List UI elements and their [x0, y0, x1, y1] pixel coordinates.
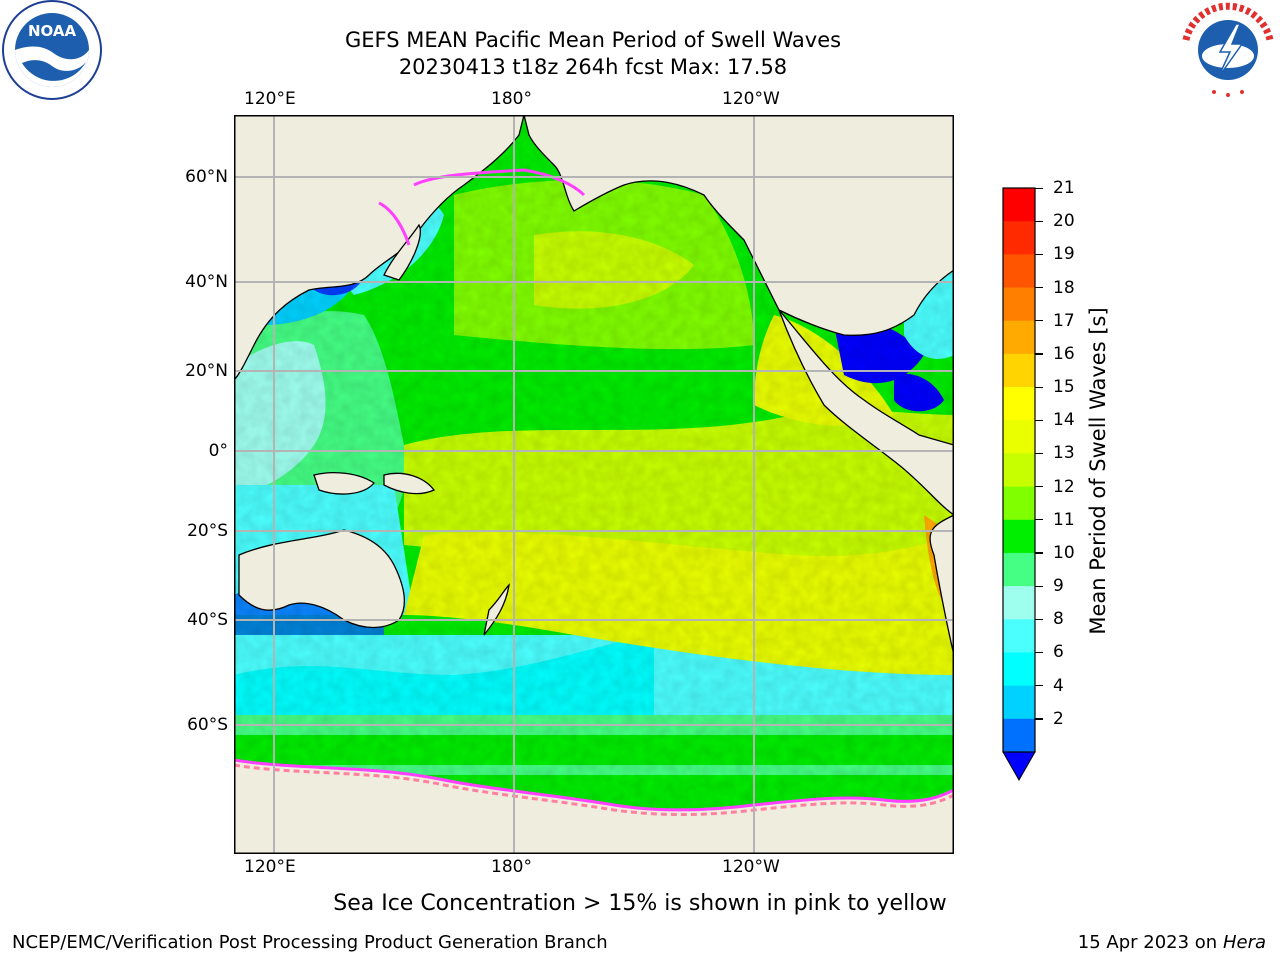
- colorbar-tick-mark: [1035, 220, 1043, 222]
- lat-label-20n: 20°N: [185, 361, 228, 381]
- colorbar-tick-label: 10: [1053, 542, 1075, 563]
- colorbar-tick-label: 19: [1053, 244, 1075, 265]
- colorbar-tick-mark: [1035, 519, 1043, 521]
- colorbar-tick-label: 9: [1053, 576, 1064, 597]
- noaa-logo-text: NOAA: [28, 22, 77, 40]
- colorbar-tick-label: 13: [1053, 443, 1075, 464]
- colorbar-tick-mark: [1035, 287, 1043, 289]
- noaa-logo: NOAA: [2, 0, 102, 100]
- sea-ice-caption: Sea Ice Concentration > 15% is shown in …: [333, 891, 947, 916]
- colorbar-tick-mark: [1035, 718, 1043, 720]
- colorbar-tick-mark: [1035, 651, 1043, 654]
- colorbar-tick-mark: [1035, 253, 1043, 256]
- colorbar-tick-label: 16: [1053, 343, 1075, 364]
- colorbar-block: [1003, 619, 1035, 653]
- colorbar-block: [1003, 188, 1035, 222]
- colorbar-block: [1003, 453, 1035, 488]
- colorbar-tick-mark: [1035, 386, 1043, 388]
- colorbar-block: [1003, 586, 1035, 620]
- colorbar-tick-label: 12: [1053, 476, 1075, 497]
- graticule: [234, 115, 954, 854]
- colorbar-tick-mark: [1035, 320, 1043, 322]
- lat-label-60n: 60°N: [185, 167, 228, 187]
- top-lon-label-120e: 120°E: [244, 89, 296, 109]
- colorbar-tick-mark: [1035, 552, 1043, 554]
- colorbar-tick-label: 8: [1053, 609, 1064, 630]
- bottom-lon-label-180: 180°: [491, 857, 532, 877]
- colorbar-tick-label: 18: [1053, 277, 1075, 298]
- nws-logo: [1180, 2, 1276, 98]
- colorbar-tick-label: 14: [1053, 410, 1075, 431]
- colorbar-tick-mark: [1035, 486, 1043, 488]
- colorbar-block: [1003, 685, 1035, 720]
- top-lon-label-120w: 120°W: [722, 89, 780, 109]
- lat-label-0: 0°: [208, 441, 228, 461]
- colorbar-tick-label: 17: [1053, 310, 1075, 331]
- colorbar-block: [1003, 420, 1035, 454]
- colorbar-under-arrow: [1002, 751, 1036, 782]
- colorbar-block: [1003, 486, 1035, 521]
- colorbar-tick-mark: [1035, 685, 1043, 687]
- colorbar-tick-mark: [1035, 187, 1043, 189]
- footer-credit: NCEP/EMC/Verification Post Processing Pr…: [12, 932, 608, 953]
- colorbar-tick-mark: [1035, 419, 1043, 421]
- colorbar-block: [1003, 652, 1035, 687]
- colorbar-tick-mark: [1035, 585, 1043, 587]
- colorbar-tick-label: 21: [1053, 178, 1075, 198]
- colorbar-tick-mark: [1035, 452, 1043, 455]
- map-title: GEFS MEAN Pacific Mean Period of Swell W…: [344, 28, 842, 52]
- lat-label-20s: 20°S: [187, 521, 228, 541]
- colorbar-tick-label: 15: [1053, 377, 1075, 398]
- colorbar-tick-label: 6: [1053, 642, 1064, 663]
- bottom-lon-label-120w: 120°W: [722, 857, 780, 877]
- colorbar-block: [1003, 718, 1035, 753]
- sea-ice-edge: [234, 168, 954, 816]
- swell-period-map: [234, 115, 954, 854]
- colorbar: [1002, 187, 1036, 782]
- bottom-lon-label-120e: 120°E: [244, 857, 296, 877]
- colorbar-block: [1003, 254, 1035, 289]
- colorbar-label: Mean Period of Swell Waves [s]: [1086, 307, 1110, 635]
- colorbar-tick-label: 20: [1053, 211, 1075, 232]
- colorbar-block: [1003, 519, 1035, 554]
- colorbar-tick-label: 4: [1053, 675, 1064, 696]
- colorbar-block: [1003, 552, 1035, 587]
- colorbar-block: [1003, 353, 1035, 388]
- colorbar-tick-label: 2: [1053, 708, 1064, 729]
- colorbar-tick-mark: [1035, 353, 1043, 355]
- colorbar-block: [1003, 387, 1035, 421]
- colorbar-tick-label: 11: [1053, 509, 1075, 530]
- lat-label-40s: 40°S: [187, 610, 228, 630]
- top-lon-label-180: 180°: [491, 89, 532, 109]
- colorbar-block: [1003, 320, 1035, 355]
- lat-label-60s: 60°S: [187, 715, 228, 735]
- colorbar-block: [1003, 287, 1035, 322]
- colorbar-tick-mark: [1035, 618, 1043, 620]
- map-subtitle: 20230413 t18z 264h fcst Max: 17.58: [398, 55, 788, 79]
- footer-machine: Hera: [1222, 932, 1266, 953]
- colorbar-block: [1003, 221, 1035, 255]
- footer-date-text: 15 Apr 2023 on: [1077, 932, 1223, 953]
- footer-date: 15 Apr 2023 on Hera: [1078, 932, 1266, 953]
- lat-label-40n: 40°N: [185, 272, 228, 292]
